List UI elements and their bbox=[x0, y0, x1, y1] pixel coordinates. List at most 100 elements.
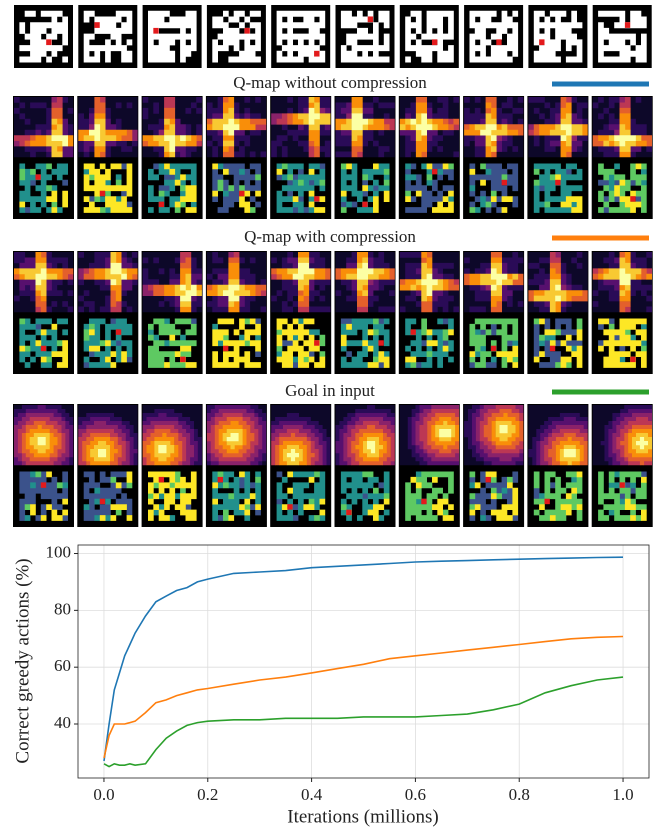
heat-cells bbox=[78, 97, 138, 158]
heat-cells bbox=[560, 124, 572, 141]
heat-cells bbox=[528, 405, 588, 466]
maze-cells bbox=[539, 471, 583, 521]
maze-cells bbox=[148, 471, 186, 500]
heat-cells bbox=[308, 107, 320, 125]
legend-label: Q-map with compression bbox=[244, 227, 416, 246]
maze-cells bbox=[164, 334, 197, 368]
heat-cells bbox=[555, 252, 567, 291]
agent-cell bbox=[153, 27, 159, 34]
legend-swatch bbox=[552, 235, 649, 241]
heat-cells bbox=[258, 405, 267, 466]
heat-cells bbox=[464, 252, 524, 313]
heat-cells bbox=[212, 107, 240, 147]
maze-cells bbox=[19, 190, 68, 213]
maze-cells bbox=[212, 10, 261, 63]
x-axis-label: Iterations (millions) bbox=[287, 806, 438, 827]
heat-cells bbox=[142, 409, 202, 466]
maze-cells bbox=[405, 471, 454, 521]
heat-cells bbox=[223, 284, 240, 302]
maze-cells bbox=[276, 163, 326, 213]
heat-cells bbox=[600, 405, 652, 466]
heat-cells bbox=[142, 252, 202, 313]
heat-cells bbox=[14, 413, 70, 466]
heat-cells bbox=[78, 268, 84, 280]
heat-cells bbox=[335, 97, 395, 158]
heat-cells bbox=[485, 284, 492, 291]
heat-cells bbox=[37, 437, 46, 446]
agent-cell bbox=[346, 509, 352, 516]
heat-cells bbox=[464, 97, 524, 158]
heat-cells bbox=[549, 113, 583, 152]
heat-cells bbox=[415, 97, 460, 158]
heat-cells bbox=[78, 102, 138, 158]
maze-cells bbox=[624, 476, 647, 521]
heat-cells bbox=[271, 252, 331, 313]
heat-cells bbox=[271, 97, 331, 158]
heat-cells bbox=[29, 433, 50, 454]
tiles bbox=[13, 5, 653, 527]
agent-cell bbox=[40, 345, 47, 352]
maze-cells bbox=[340, 163, 390, 213]
maze-cells bbox=[469, 168, 513, 213]
maze-cells bbox=[19, 163, 58, 208]
heat-cells bbox=[363, 437, 383, 458]
maze-cells bbox=[533, 10, 583, 63]
heat-cells bbox=[351, 113, 368, 131]
maze-cells bbox=[340, 179, 379, 208]
maze-cells bbox=[212, 323, 261, 347]
maze-cells bbox=[255, 318, 261, 357]
heat-cells bbox=[528, 413, 588, 466]
heat-cells bbox=[271, 273, 310, 313]
heat-cells bbox=[271, 252, 331, 313]
maze-cells bbox=[598, 10, 647, 63]
agent-cell bbox=[619, 482, 625, 488]
heat-cells bbox=[110, 262, 127, 286]
heat-cells bbox=[405, 97, 460, 158]
heat-cells bbox=[105, 257, 133, 291]
heat-cells bbox=[619, 97, 631, 109]
heat-cells bbox=[335, 405, 395, 466]
heat-cells bbox=[351, 124, 390, 158]
y-tick-label: 60 bbox=[54, 656, 71, 675]
heat-cells bbox=[335, 405, 395, 426]
heat-cells bbox=[78, 417, 138, 466]
maze-cells bbox=[533, 471, 583, 521]
heat-cells bbox=[206, 252, 267, 313]
agent-cell bbox=[314, 50, 320, 57]
agent-cell bbox=[501, 179, 508, 186]
heat-cells bbox=[592, 97, 652, 158]
heat-cells bbox=[14, 252, 63, 302]
heat-cells bbox=[592, 97, 652, 158]
x-tick-label: 1.0 bbox=[612, 785, 633, 804]
heat-cells bbox=[94, 97, 133, 158]
heat-cells bbox=[539, 273, 572, 307]
maze-cells bbox=[469, 318, 519, 368]
maze-cells bbox=[539, 476, 577, 500]
agent-cell bbox=[244, 27, 250, 34]
heat-cells bbox=[464, 405, 484, 466]
heat-cells bbox=[636, 437, 648, 450]
heat-cells bbox=[142, 97, 202, 158]
heat-cells bbox=[469, 257, 513, 307]
heat-cells bbox=[415, 268, 443, 302]
heat-cells bbox=[271, 97, 331, 158]
agent-cell bbox=[222, 345, 229, 352]
maze-cells bbox=[415, 318, 449, 368]
heat-cells bbox=[78, 252, 138, 313]
heat-cells bbox=[222, 429, 243, 450]
heat-cells bbox=[217, 273, 245, 307]
agent-cell bbox=[431, 168, 438, 175]
heat-cells bbox=[153, 257, 192, 296]
heat-cells bbox=[83, 113, 117, 152]
heat-cells bbox=[14, 405, 74, 466]
heat-cells bbox=[490, 268, 508, 291]
heat-cells bbox=[603, 124, 642, 152]
maze-cells bbox=[19, 318, 63, 363]
maze-cells bbox=[469, 471, 513, 510]
legend-swatch bbox=[552, 81, 649, 87]
heat-cells bbox=[632, 433, 652, 454]
heat-cells bbox=[206, 405, 267, 466]
heat-cells bbox=[142, 405, 202, 438]
heat-cells bbox=[559, 445, 580, 466]
agent-cell bbox=[99, 190, 106, 197]
